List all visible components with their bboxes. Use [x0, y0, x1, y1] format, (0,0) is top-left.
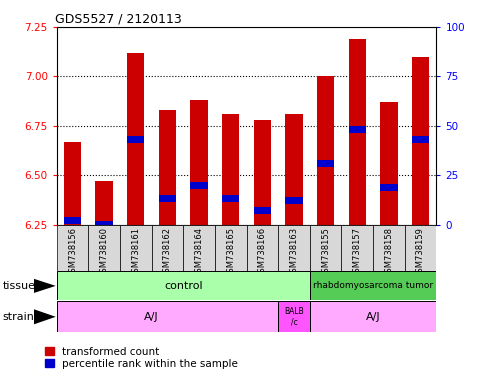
Text: BALB
/c: BALB /c	[284, 307, 304, 326]
Bar	[285, 114, 303, 225]
Bar	[349, 39, 366, 225]
Polygon shape	[34, 279, 56, 293]
Text: GSM738157: GSM738157	[352, 227, 362, 278]
Bar	[317, 160, 334, 167]
Bar	[310, 301, 436, 332]
Bar	[380, 184, 397, 190]
Bar	[278, 225, 310, 271]
Text: GSM738155: GSM738155	[321, 227, 330, 278]
Bar	[190, 182, 208, 189]
Bar	[222, 114, 240, 225]
Bar	[285, 197, 303, 204]
Polygon shape	[34, 309, 56, 324]
Text: GSM738160: GSM738160	[100, 227, 108, 278]
Bar	[380, 102, 397, 225]
Bar	[253, 120, 271, 225]
Bar	[253, 207, 271, 214]
Bar	[310, 225, 341, 271]
Text: GSM738161: GSM738161	[131, 227, 141, 278]
Bar	[96, 181, 113, 225]
Bar	[373, 225, 405, 271]
Bar	[88, 225, 120, 271]
Text: GDS5527 / 2120113: GDS5527 / 2120113	[55, 13, 181, 26]
Bar	[127, 136, 144, 143]
Text: A/J: A/J	[144, 312, 159, 322]
Bar	[152, 225, 183, 271]
Bar	[120, 225, 152, 271]
Text: control: control	[164, 281, 203, 291]
Text: GSM738159: GSM738159	[416, 227, 425, 278]
Bar	[278, 301, 310, 332]
Bar	[412, 136, 429, 143]
Bar	[57, 225, 88, 271]
Bar	[317, 76, 334, 225]
Bar	[64, 142, 81, 225]
Text: A/J: A/J	[366, 312, 380, 322]
Text: GSM738156: GSM738156	[68, 227, 77, 278]
Bar	[159, 110, 176, 225]
Bar	[183, 225, 215, 271]
Text: GSM738162: GSM738162	[163, 227, 172, 278]
Text: GSM738163: GSM738163	[289, 227, 298, 278]
Text: GSM738166: GSM738166	[258, 227, 267, 278]
Text: GSM738165: GSM738165	[226, 227, 235, 278]
Bar	[310, 271, 436, 300]
Bar	[349, 126, 366, 133]
Text: GSM738164: GSM738164	[195, 227, 204, 278]
Bar	[405, 225, 436, 271]
Text: tissue: tissue	[2, 281, 35, 291]
Text: GSM738158: GSM738158	[385, 227, 393, 278]
Bar	[215, 225, 246, 271]
Bar	[57, 271, 310, 300]
Bar	[190, 100, 208, 225]
Bar	[96, 221, 113, 228]
Bar	[159, 195, 176, 202]
Bar	[64, 217, 81, 224]
Bar	[412, 56, 429, 225]
Bar	[246, 225, 278, 271]
Bar	[57, 301, 278, 332]
Legend: transformed count, percentile rank within the sample: transformed count, percentile rank withi…	[45, 347, 238, 369]
Bar	[127, 53, 144, 225]
Text: rhabdomyosarcoma tumor: rhabdomyosarcoma tumor	[313, 281, 433, 290]
Bar	[222, 195, 240, 202]
Text: strain: strain	[2, 312, 35, 322]
Bar	[341, 225, 373, 271]
